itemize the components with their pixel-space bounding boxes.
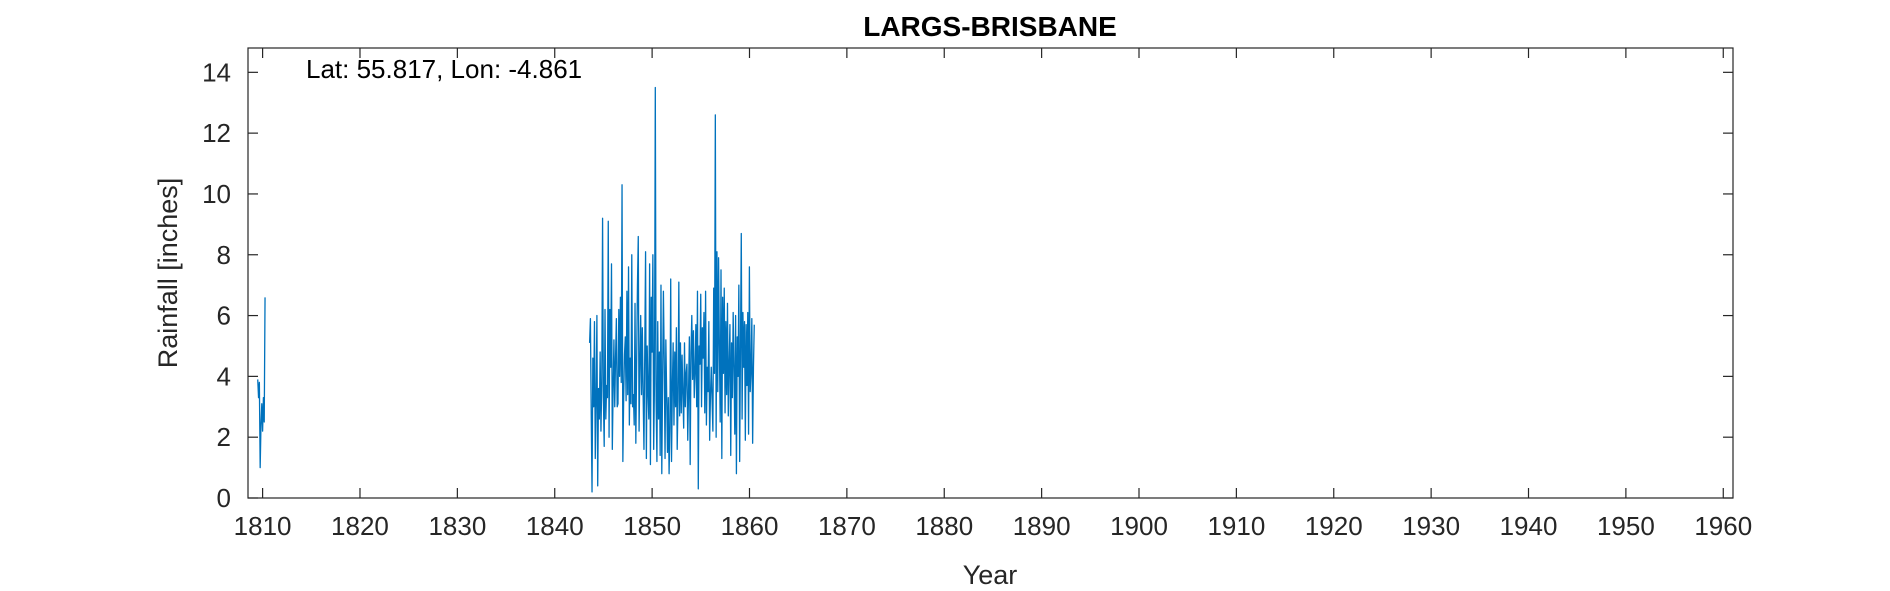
x-tick-label: 1890 — [1013, 511, 1071, 541]
rainfall-series-line-segment-1 — [257, 297, 266, 469]
chart-title: LARGS-BRISBANE — [863, 11, 1117, 42]
x-tick-label: 1960 — [1694, 511, 1752, 541]
plot-area — [247, 47, 1734, 499]
rainfall-series-line-segment-2 — [588, 86, 755, 493]
series-layer — [257, 86, 755, 493]
y-tick-label: 0 — [217, 483, 231, 513]
x-tick-label: 1870 — [818, 511, 876, 541]
x-tick-label: 1860 — [721, 511, 779, 541]
x-tick-label: 1900 — [1110, 511, 1168, 541]
x-tick-label: 1850 — [623, 511, 681, 541]
x-tick-label: 1840 — [526, 511, 584, 541]
y-tick-label: 6 — [217, 301, 231, 331]
y-axis-label: Rainfall [inches] — [153, 178, 183, 369]
x-tick-label: 1820 — [331, 511, 389, 541]
y-tick-label: 10 — [202, 179, 231, 209]
x-tick-label: 1830 — [428, 511, 486, 541]
x-axis-label: Year — [963, 560, 1018, 590]
axis-ticks: 1810 1820 1830 1840 1850 1860 1870 1880 1890 1900… — [202, 48, 1752, 541]
x-tick-label: 1920 — [1305, 511, 1363, 541]
x-tick-label: 1910 — [1207, 511, 1265, 541]
y-tick-label: 8 — [217, 240, 231, 270]
x-tick-label: 1880 — [915, 511, 973, 541]
y-tick-label: 4 — [217, 361, 231, 391]
x-tick-label: 1950 — [1597, 511, 1655, 541]
y-tick-label: 14 — [202, 57, 231, 87]
x-tick-label: 1940 — [1500, 511, 1558, 541]
x-tick-label: 1930 — [1402, 511, 1460, 541]
location-annotation: Lat: 55.817, Lon: -4.861 — [306, 54, 582, 84]
y-tick-label: 2 — [217, 422, 231, 452]
y-tick-label: 12 — [202, 118, 231, 148]
x-tick-label: 1810 — [234, 511, 292, 541]
